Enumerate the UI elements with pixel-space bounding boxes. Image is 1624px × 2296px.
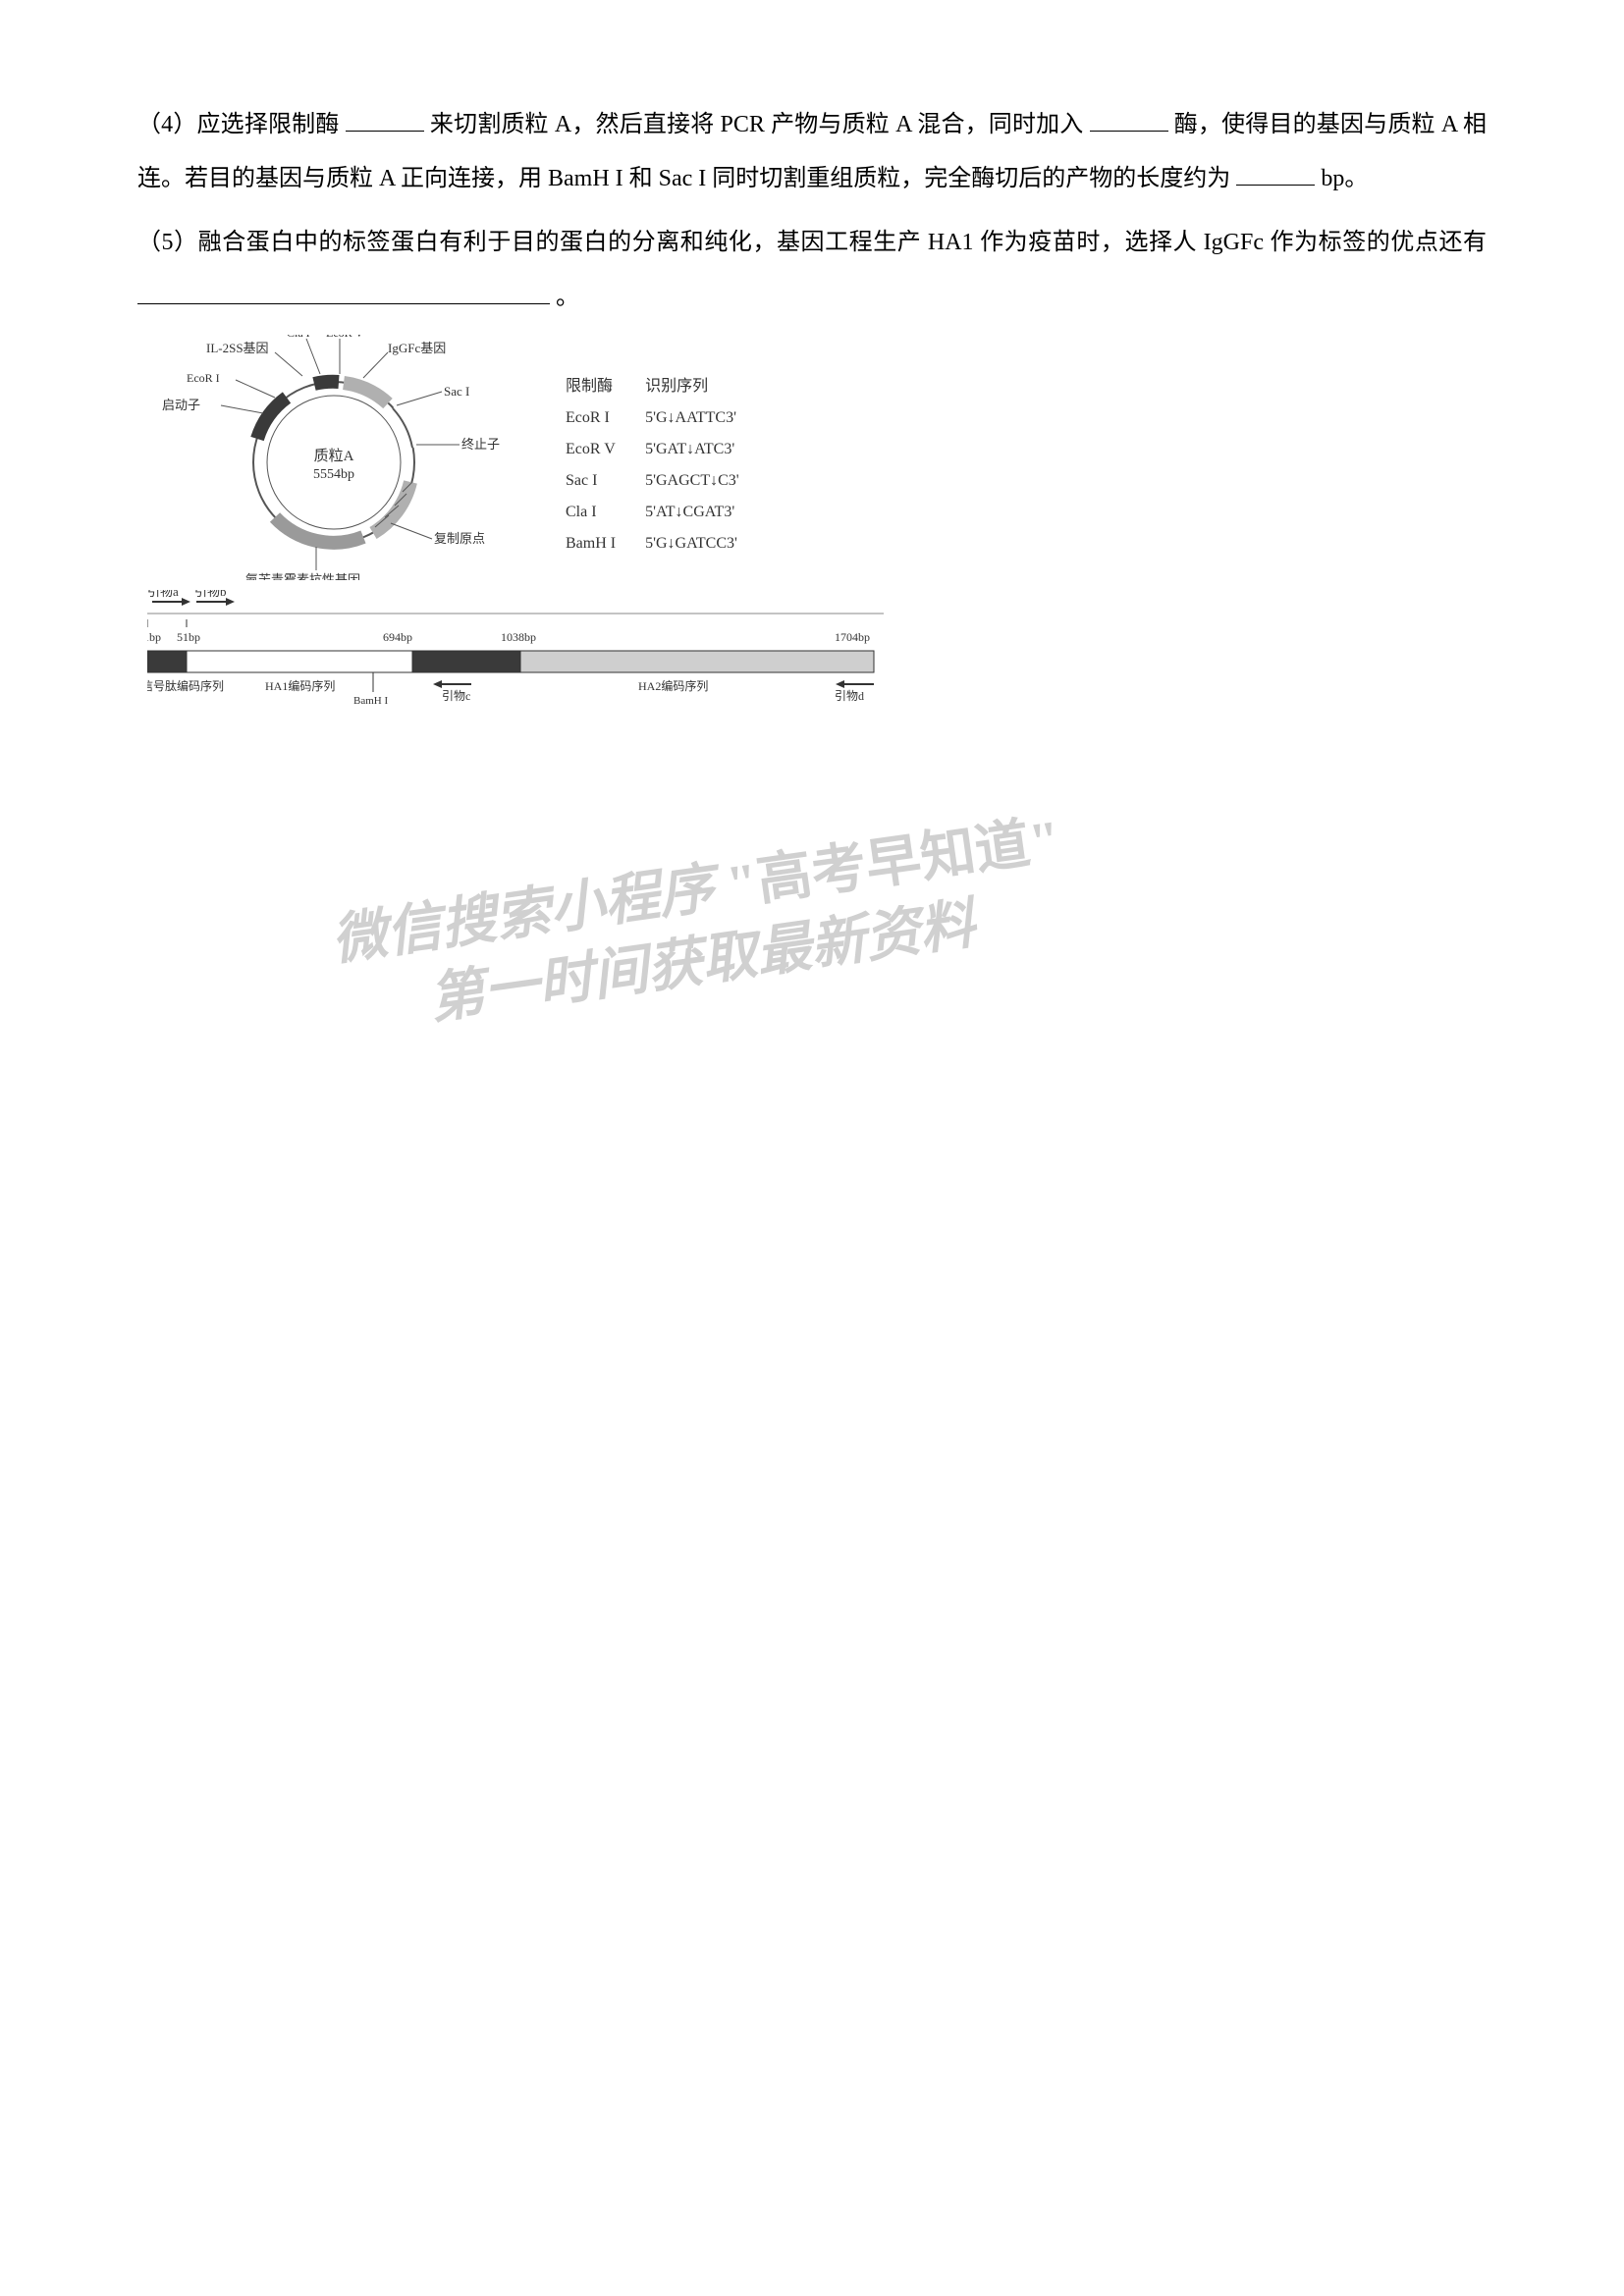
enzyme-row-3-name: Cla I [552, 498, 629, 527]
ecorv-site-label: EcoR V [326, 335, 363, 340]
watermark: 微信搜索小程序 "高考早知道" 第一时间获取最新资料 [328, 804, 1075, 1047]
plasmid-diagram: 质粒A 5554bp IL-2SS基因 IgGFc基因 启动子 EcoR I C… [137, 335, 550, 580]
q4-prefix: （4）应选择限制酶 [137, 112, 346, 137]
primer-b-label: 引物b [194, 590, 227, 599]
q4-suffix: bp。 [1321, 166, 1368, 191]
plasmid-name-label: 质粒A [314, 448, 354, 464]
enzyme-row-1-name: EcoR V [552, 435, 629, 464]
q4-blank-1 [346, 108, 424, 132]
primer-d-label: 引物d [835, 689, 864, 703]
enzyme-row-0-seq: 5'G↓AATTC3' [631, 403, 753, 433]
pos-51-label: 51bp [177, 630, 200, 644]
pos-1-label: 1bp [147, 630, 161, 644]
pos-1704-label: 1704bp [835, 630, 870, 644]
question-5: （5）融合蛋白中的标签蛋白有利于目的蛋白的分离和纯化，基因工程生产 HA1 作为… [137, 216, 1487, 324]
primer-c-label: 引物c [442, 689, 470, 703]
ha1-label: HA1编码序列 [265, 678, 335, 693]
q5-prefix: （5）融合蛋白中的标签蛋白有利于目的蛋白的分离和纯化，基因工程生产 HA1 作为… [137, 230, 1487, 255]
watermark-line2: 第一时间获取最新资料 [425, 875, 1075, 1036]
q5-suffix: 。 [556, 285, 579, 310]
enzyme-row-3-seq: 5'AT↓CGAT3' [631, 498, 753, 527]
pos-1038-label: 1038bp [501, 630, 536, 644]
enzyme-row-2-seq: 5'GAGCT↓C3' [631, 466, 753, 496]
question-4: （4）应选择限制酶 来切割质粒 A，然后直接将 PCR 产物与质粒 A 混合，同… [137, 98, 1487, 206]
primer-a-label: 引物a [147, 590, 179, 599]
plasmid-size-label: 5554bp [313, 467, 354, 482]
enzyme-header: 限制酶 [552, 366, 629, 401]
origin-label: 复制原点 [434, 531, 485, 546]
ha2-label: HA2编码序列 [638, 678, 708, 693]
il2ss-label: IL-2SS基因 [206, 341, 269, 355]
sac1-site-label: Sac I [444, 384, 469, 399]
q4-blank-2 [1090, 108, 1168, 132]
igfc-label: IgGFc基因 [388, 341, 446, 355]
watermark-line1b: "高考早知道" [723, 809, 1063, 916]
bamh1-label: BamH I [353, 695, 388, 707]
seq-header: 识别序列 [631, 366, 753, 401]
q5-blank [137, 281, 550, 304]
q4-mid1: 来切割质粒 A，然后直接将 PCR 产物与质粒 A 混合，同时加入 [430, 112, 1090, 137]
figure-area: 质粒A 5554bp IL-2SS基因 IgGFc基因 启动子 EcoR I C… [137, 335, 1021, 727]
terminator-label: 终止子 [461, 437, 500, 452]
cla1-site-label: Cla I [287, 335, 310, 340]
promoter-label: 启动子 [162, 398, 200, 412]
enzyme-row-1-seq: 5'GAT↓ATC3' [631, 435, 753, 464]
pos-694-label: 694bp [383, 630, 412, 644]
enzyme-row-2-name: Sac I [552, 466, 629, 496]
q4-blank-3 [1236, 162, 1315, 186]
enzyme-row-4-name: BamH I [552, 529, 629, 559]
watermark-line1a: 微信搜索小程序 [328, 856, 731, 972]
signal-label: 信号肽编码序列 [147, 678, 224, 693]
gene-bar: 引物a 引物b 1bp 51bp 694bp 1038bp 1704bp 信号肽… [147, 590, 893, 722]
amp-label: 氨苄青霉素抗性基因 [245, 572, 360, 580]
enzyme-row-4-seq: 5'G↓GATCC3' [631, 529, 753, 559]
enzyme-row-0-name: EcoR I [552, 403, 629, 433]
ecor1-site-label: EcoR I [187, 371, 220, 385]
enzyme-table: 限制酶 识别序列 EcoR I 5'G↓AATTC3' EcoR V 5'GAT… [550, 364, 755, 561]
